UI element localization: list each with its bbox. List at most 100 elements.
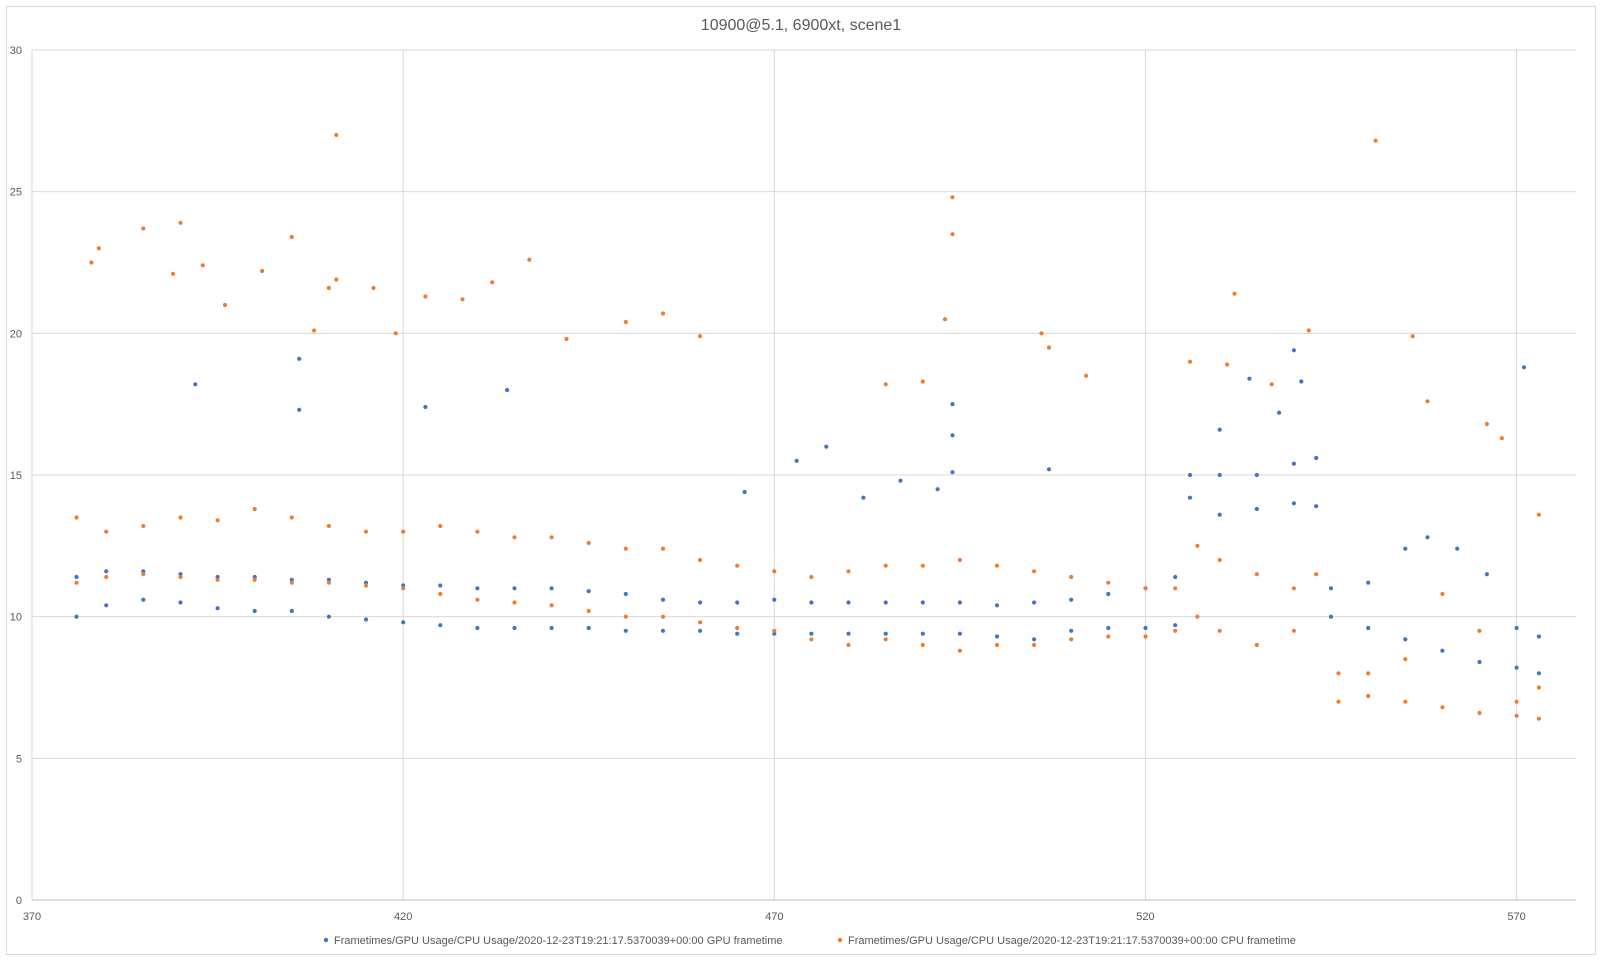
cpu-frametime-point bbox=[549, 603, 554, 608]
gpu-frametime-point bbox=[549, 586, 554, 591]
gpu-frametime-point bbox=[326, 614, 331, 619]
gpu-frametime-point bbox=[104, 603, 109, 608]
cpu-frametime-point bbox=[1484, 421, 1489, 427]
y-tick-label: 5 bbox=[16, 753, 22, 765]
y-tick-label: 0 bbox=[16, 895, 22, 907]
cpu-frametime-point bbox=[1514, 713, 1519, 718]
gpu-frametime-point bbox=[423, 404, 428, 410]
cpu-frametime-point bbox=[222, 302, 228, 308]
cpu-frametime-point bbox=[1225, 362, 1230, 367]
cpu-frametime-point bbox=[920, 379, 925, 384]
gpu-frametime-point bbox=[1484, 572, 1489, 577]
cpu-frametime-point bbox=[660, 311, 666, 316]
cpu-frametime-point bbox=[883, 382, 888, 387]
cpu-frametime-point bbox=[401, 529, 406, 534]
cpu-frametime-point bbox=[1306, 328, 1311, 333]
gpu-frametime-point bbox=[438, 583, 443, 588]
cpu-frametime-point bbox=[586, 540, 591, 546]
gpu-frametime-point bbox=[74, 614, 79, 619]
x-tick-label: 470 bbox=[765, 911, 783, 923]
gpu-frametime-point bbox=[735, 600, 740, 605]
cpu-frametime-point bbox=[1269, 382, 1274, 387]
cpu-frametime-point bbox=[957, 557, 963, 563]
gpu-frametime-point bbox=[1291, 348, 1296, 353]
gpu-frametime-point bbox=[861, 495, 866, 500]
gpu-frametime-point bbox=[772, 631, 777, 636]
gpu-frametime-point bbox=[1477, 659, 1482, 665]
gpu-frametime-point bbox=[289, 577, 294, 582]
cpu-frametime-point bbox=[1514, 699, 1519, 704]
cpu-frametime-point bbox=[660, 546, 666, 551]
gpu-frametime-point bbox=[950, 433, 955, 438]
gpu-frametime-point bbox=[1366, 625, 1371, 631]
cpu-frametime-point bbox=[527, 257, 532, 262]
cpu-frametime-point bbox=[698, 557, 703, 563]
gpu-frametime-point bbox=[586, 625, 591, 631]
cpu-frametime-point bbox=[1403, 657, 1408, 662]
cpu-frametime-point bbox=[363, 529, 369, 534]
cpu-frametime-point bbox=[438, 523, 443, 529]
gpu-frametime-point bbox=[252, 608, 257, 614]
gpu-frametime-point bbox=[735, 631, 740, 636]
cpu-frametime-point bbox=[1373, 138, 1378, 143]
x-tick-label: 370 bbox=[23, 911, 41, 923]
cpu-frametime-point bbox=[104, 574, 109, 580]
cpu-frametime-point bbox=[1069, 574, 1074, 580]
cpu-frametime-point bbox=[89, 260, 94, 265]
cpu-frametime-point bbox=[200, 263, 205, 268]
cpu-frametime-point bbox=[1291, 586, 1296, 591]
cpu-frametime-point bbox=[735, 625, 740, 631]
cpu-frametime-point bbox=[698, 334, 703, 339]
cpu-frametime-point bbox=[1254, 572, 1259, 577]
gpu-frametime-point bbox=[1143, 625, 1148, 631]
cpu-frametime-point bbox=[260, 268, 265, 274]
gpu-frametime-point bbox=[1217, 512, 1222, 517]
cpu-frametime-point bbox=[141, 572, 146, 577]
x-tick-label: 570 bbox=[1507, 911, 1525, 923]
gpu-frametime-point bbox=[1440, 648, 1445, 653]
cpu-frametime-point bbox=[460, 297, 465, 302]
cpu-frametime-point bbox=[104, 529, 109, 534]
gpu-frametime-point bbox=[809, 600, 814, 605]
cpu-frametime-point bbox=[957, 648, 963, 653]
gpu-frametime-point bbox=[1217, 472, 1222, 478]
cpu-frametime-point bbox=[215, 518, 220, 523]
gpu-frametime-point bbox=[505, 387, 510, 393]
cpu-frametime-point bbox=[1425, 399, 1430, 404]
gpu-frametime-point bbox=[1514, 665, 1519, 670]
cpu-frametime-point bbox=[371, 285, 376, 291]
cpu-frametime-point bbox=[1032, 642, 1037, 648]
cpu-frametime-point bbox=[1143, 586, 1148, 591]
cpu-frametime-point bbox=[549, 535, 554, 540]
gpu-frametime-point bbox=[1328, 614, 1334, 619]
cpu-frametime-point bbox=[215, 577, 220, 582]
cpu-frametime-point bbox=[1440, 591, 1445, 597]
cpu-frametime-point bbox=[883, 637, 888, 642]
gpu-frametime-point bbox=[660, 628, 666, 633]
cpu-frametime-point bbox=[1403, 699, 1408, 704]
cpu-frametime-point bbox=[289, 580, 294, 585]
gpu-frametime-point bbox=[104, 569, 109, 574]
gpu-frametime-point bbox=[1314, 455, 1319, 461]
cpu-frametime-point bbox=[994, 563, 1000, 568]
cpu-frametime-point bbox=[334, 132, 339, 138]
gpu-frametime-point bbox=[623, 628, 628, 633]
gpu-frametime-point bbox=[475, 586, 480, 591]
cpu-frametime-point bbox=[1195, 543, 1200, 548]
cpu-frametime-point bbox=[623, 546, 628, 551]
gpu-frametime-point bbox=[475, 625, 480, 631]
gpu-frametime-point bbox=[1291, 461, 1296, 466]
gpu-frametime-point bbox=[1403, 546, 1408, 551]
gpu-frametime-point bbox=[898, 478, 903, 483]
cpu-frametime-point bbox=[490, 280, 495, 285]
cpu-frametime-point bbox=[1143, 634, 1148, 639]
y-tick-label: 10 bbox=[10, 612, 22, 624]
cpu-frametime-point bbox=[512, 535, 517, 540]
cpu-frametime-point bbox=[1173, 586, 1178, 591]
gpu-frametime-point bbox=[950, 470, 955, 475]
gpu-frametime-point bbox=[1046, 467, 1052, 472]
cpu-frametime-point bbox=[423, 294, 428, 299]
cpu-frametime-point bbox=[312, 328, 317, 333]
cpu-frametime-point bbox=[74, 515, 79, 520]
gpu-frametime-point bbox=[141, 597, 146, 602]
